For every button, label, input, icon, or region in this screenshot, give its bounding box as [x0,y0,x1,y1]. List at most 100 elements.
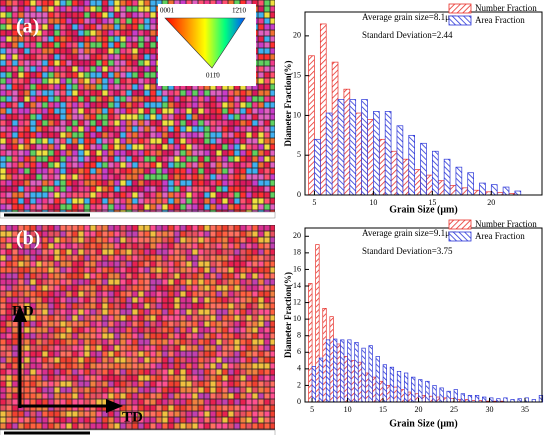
grain [72,231,78,237]
grain [228,369,234,375]
grain [150,36,156,42]
grain [144,108,150,114]
grain [6,327,12,333]
grain [96,285,102,291]
grain [126,291,132,297]
grain [78,321,84,327]
grain [72,405,78,411]
grain [66,96,72,102]
bar [418,379,423,403]
grain [180,321,186,327]
grain [252,132,258,138]
grain [36,6,42,12]
grain [216,333,222,339]
grain [12,24,18,30]
grain [12,30,18,36]
plot-frame [304,11,543,196]
grain [180,150,186,156]
grain [132,42,138,48]
grain [90,279,96,285]
grain [138,144,144,150]
grain [252,375,258,381]
grain [0,351,6,357]
grain [42,168,48,174]
grain [198,333,204,339]
grain [66,186,72,192]
grain [252,363,258,369]
grain [60,381,66,387]
grain [234,186,240,192]
grain [228,174,234,180]
grain [18,156,24,162]
grain [138,42,144,48]
grain [204,405,210,411]
grain [264,327,270,333]
grain [252,90,258,96]
grain [210,339,216,345]
grain [258,90,264,96]
grain [258,102,264,108]
grain [264,369,270,375]
grain [102,24,108,30]
grain [132,174,138,180]
grain [258,369,264,375]
grain [192,126,198,132]
grain [264,417,270,423]
grain [36,36,42,42]
grain [132,30,138,36]
grain [30,417,36,423]
grain [204,411,210,417]
grain [192,120,198,126]
grain [252,297,258,303]
grain [60,369,66,375]
grain [60,144,66,150]
grain [270,387,275,393]
grain [252,339,258,345]
grain [210,375,216,381]
grain [96,345,102,351]
grain [12,90,18,96]
grain [126,126,132,132]
grain [54,267,60,273]
grain [102,417,108,423]
grain [138,345,144,351]
grain [216,279,222,285]
grain [222,297,228,303]
grain [18,150,24,156]
grain [180,261,186,267]
grain [246,351,252,357]
grain [192,243,198,249]
grain [72,357,78,363]
grain [66,204,72,210]
grain [66,54,72,60]
grain [210,303,216,309]
grain [42,249,48,255]
grain [126,84,132,90]
grain [258,42,264,48]
grain [120,192,126,198]
grain [162,273,168,279]
grain [6,30,12,36]
grain [252,0,258,6]
grain [54,54,60,60]
grain [102,387,108,393]
grain [180,399,186,405]
grain [216,243,222,249]
grain [60,261,66,267]
grain [126,60,132,66]
grain [204,297,210,303]
grain [6,297,12,303]
grain [270,48,275,54]
grain [216,369,222,375]
grain [228,381,234,387]
grain [48,255,54,261]
grain [0,84,6,90]
grain [132,417,138,423]
grain [252,273,258,279]
grain [12,120,18,126]
grain [186,225,192,231]
grain [102,315,108,321]
bar [473,189,480,196]
grain [48,291,54,297]
grain [216,375,222,381]
